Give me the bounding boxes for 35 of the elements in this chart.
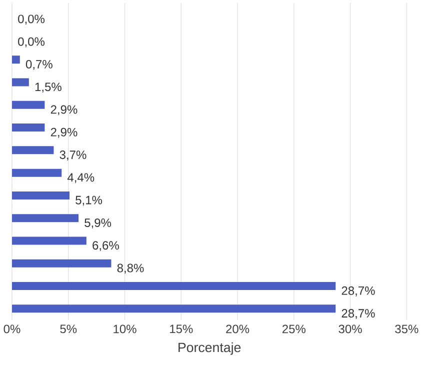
bar	[12, 168, 62, 177]
bar	[12, 191, 70, 200]
bar	[12, 100, 45, 109]
data-label: 2,9%	[50, 128, 78, 138]
x-axis-title: Porcentaje	[178, 342, 241, 355]
x-tick-label: 10%	[114, 324, 136, 334]
x-tick-label: 15%	[170, 324, 193, 334]
data-label: 0,0%	[18, 37, 45, 48]
x-tick-label: 25%	[282, 324, 306, 334]
data-label: 28,7%	[342, 309, 375, 319]
x-tick-label: 35%	[395, 324, 418, 334]
bar	[12, 124, 45, 132]
data-label: 4,4%	[67, 173, 94, 184]
data-label: 6,6%	[92, 241, 119, 252]
data-label: 3,7%	[60, 150, 86, 160]
bar	[12, 236, 86, 245]
bar	[12, 214, 79, 222]
bar	[12, 78, 29, 86]
data-label: 2,9%	[50, 105, 78, 116]
data-label: 5,9%	[84, 218, 112, 228]
data-label: 5,1%	[76, 196, 102, 206]
data-label: 0,0%	[18, 14, 45, 25]
data-label: 28,7%	[342, 286, 375, 296]
x-tick-label: 5%	[60, 324, 77, 334]
bar	[12, 282, 336, 290]
bar	[12, 259, 112, 268]
bar	[12, 304, 336, 313]
data-label: 8,8%	[117, 264, 144, 274]
bar	[12, 56, 20, 64]
x-tick-label: 20%	[226, 324, 250, 334]
bar	[12, 146, 54, 154]
x-tick-label: 30%	[338, 324, 362, 334]
x-tick-label: 0%	[4, 324, 20, 334]
data-label: 1,5%	[35, 82, 62, 93]
data-label: 0,7%	[26, 60, 52, 70]
